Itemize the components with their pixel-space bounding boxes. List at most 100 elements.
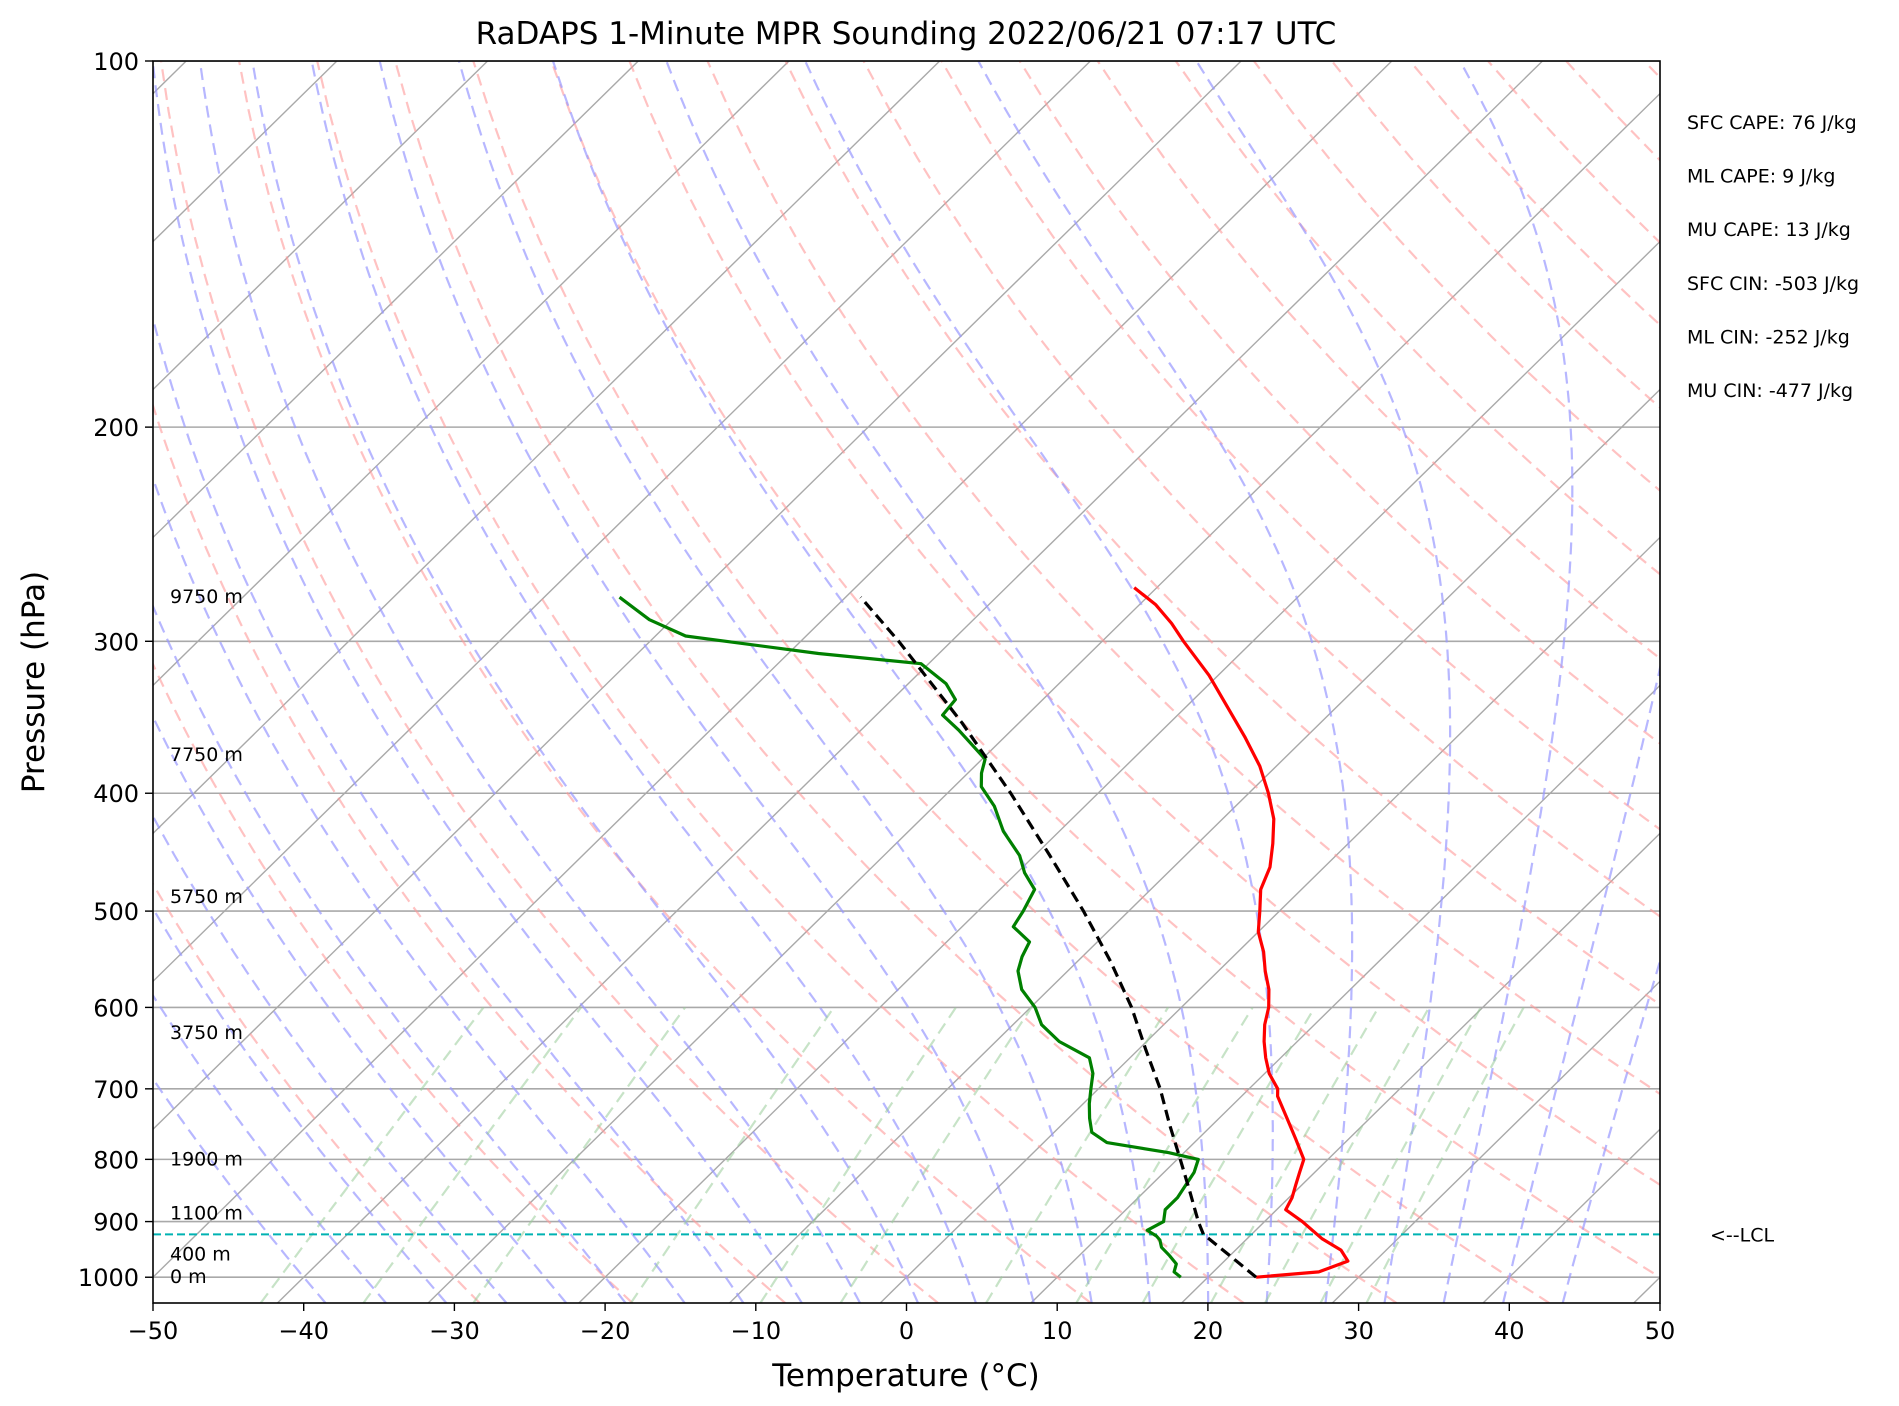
moist-adiabat-line [153,603,627,1303]
isotherm-line [153,61,1393,1279]
dry-adiabat-line [1253,61,1660,493]
dry-adiabat-line [238,61,1092,1303]
isotherm-line [153,61,941,835]
index-text: MU CAPE: 13 J/kg [1687,219,1851,241]
mixing-ratio-line [1365,1006,1525,1303]
isotherm-line [1784,61,1899,1303]
isotherm-line [427,92,1660,1303]
isotherm-line [153,61,489,391]
mixing-ratio-line [839,1006,1033,1303]
dry-adiabat-line [160,61,939,1303]
height-label: 1900 m [170,1148,243,1170]
y-tick-label: 200 [93,414,139,442]
mixing-ratio-line [259,1006,485,1303]
x-tick-label: 20 [1193,1317,1224,1345]
isotherm-line [1482,1128,1660,1303]
moist-adiabat-line [153,906,448,1303]
isotherm-line [729,388,1660,1303]
mixing-ratio-line [985,1006,1170,1303]
background-lines [153,61,1899,1303]
x-tick-label: −20 [580,1317,631,1345]
y-tick-label: 500 [93,898,139,926]
dry-adiabat-line [550,61,1660,1279]
moist-adiabat-line [1561,957,1660,1303]
dewpoint-trace [618,595,1200,1279]
moist-adiabat-line [310,61,977,1303]
moist-adiabat-line [153,1077,327,1303]
height-label: 9750 m [170,586,243,608]
y-tick-label: 700 [93,1076,139,1104]
index-text: SFC CAPE: 76 J/kg [1687,112,1857,134]
lcl-label: <--LCL [1710,1224,1774,1246]
isotherm-line [276,61,1543,1303]
isotherm-line [153,61,1091,983]
dry-adiabat-line [1018,61,1660,745]
x-tick-label: 30 [1343,1317,1374,1345]
isotherm-line [153,61,790,687]
x-tick-label: 10 [1042,1317,1073,1345]
dry-adiabat-line [472,61,1550,1303]
moist-adiabat-line [1502,662,1660,1303]
temperature-trace [1133,586,1350,1279]
height-label: 5750 m [170,886,243,908]
moist-adiabat-line [198,61,861,1303]
dry-adiabat-line [153,402,786,1303]
dry-adiabat-line [316,61,1245,1303]
index-text: ML CAPE: 9 J/kg [1687,166,1835,188]
y-tick-label: 300 [93,628,139,656]
mixing-ratio-line [1141,1006,1316,1303]
isotherm-line [1030,684,1660,1303]
index-text: MU CIN: -477 J/kg [1687,380,1853,402]
dry-adiabat-line [1565,61,1660,162]
isotherm-line [1181,832,1660,1303]
dry-adiabat-line [153,661,634,1303]
x-tick-label: −30 [429,1317,480,1345]
sounding-traces [618,586,1350,1279]
dry-adiabat-line [1096,61,1660,660]
moist-adiabat-line [1195,61,1452,1303]
moist-adiabat-line [977,61,1354,1303]
moist-adiabat-line [1442,61,1574,1303]
y-tick-label: 400 [93,780,139,808]
dry-adiabat-line [862,61,1660,918]
y-tick-label: 1000 [78,1264,139,1292]
isotherm-line [153,61,1242,1131]
y-tick-label: 800 [93,1146,139,1174]
mixing-ratio-line [472,1006,686,1303]
dry-adiabat-line [394,61,1398,1303]
dry-adiabat-line [1174,61,1660,576]
dry-adiabat-line [784,61,1660,1006]
moist-adiabat-line [457,61,1093,1303]
dry-adiabat-line [940,61,1660,831]
mixing-ratio-line [362,1006,582,1303]
height-label: 1100 m [170,1202,243,1224]
moist-adiabat-line [665,61,1210,1303]
dry-adiabat-line [1643,61,1660,80]
x-tick-label: 40 [1494,1317,1525,1345]
x-axis-label: Temperature (°C) [771,1358,1040,1394]
moist-adiabat-line [251,61,920,1303]
isotherm-line [153,61,639,539]
moist-adiabat-line [153,475,686,1303]
x-tick-label: −40 [278,1317,329,1345]
height-label: 3750 m [170,1022,243,1044]
height-label: 400 m [170,1244,231,1266]
height-labels: 9750 m 7750 m 5750 m 3750 m 1900 m 1100 m 400 … [170,586,243,1288]
mixing-ratio-line [1209,1006,1380,1303]
isotherm-line [1633,1276,1660,1303]
moist-adiabat-line [153,714,568,1303]
mixing-ratio-line [1075,1006,1254,1303]
stability-indices: SFC CAPE: 76 J/kg ML CAPE: 9 J/kg MU CAPE:… [1687,112,1859,402]
moist-adiabat-line [153,814,508,1303]
moist-adiabat-line [153,993,387,1303]
y-axis-ticks: 100 200 300 400 500 600 700 800 900 1000 [78,48,153,1292]
index-text: ML CIN: -252 J/kg [1687,326,1850,348]
x-axis-ticks: −50 −40 −30 −20 −10 0 10 20 30 40 50 [128,1303,1675,1345]
y-tick-label: 900 [93,1209,139,1237]
y-tick-label: 600 [93,994,139,1022]
isotherm-line [1331,980,1660,1303]
dry-adiabat-line [628,61,1660,1187]
dry-adiabat-line [1722,61,1899,1303]
moist-adiabat-line [153,61,803,1303]
